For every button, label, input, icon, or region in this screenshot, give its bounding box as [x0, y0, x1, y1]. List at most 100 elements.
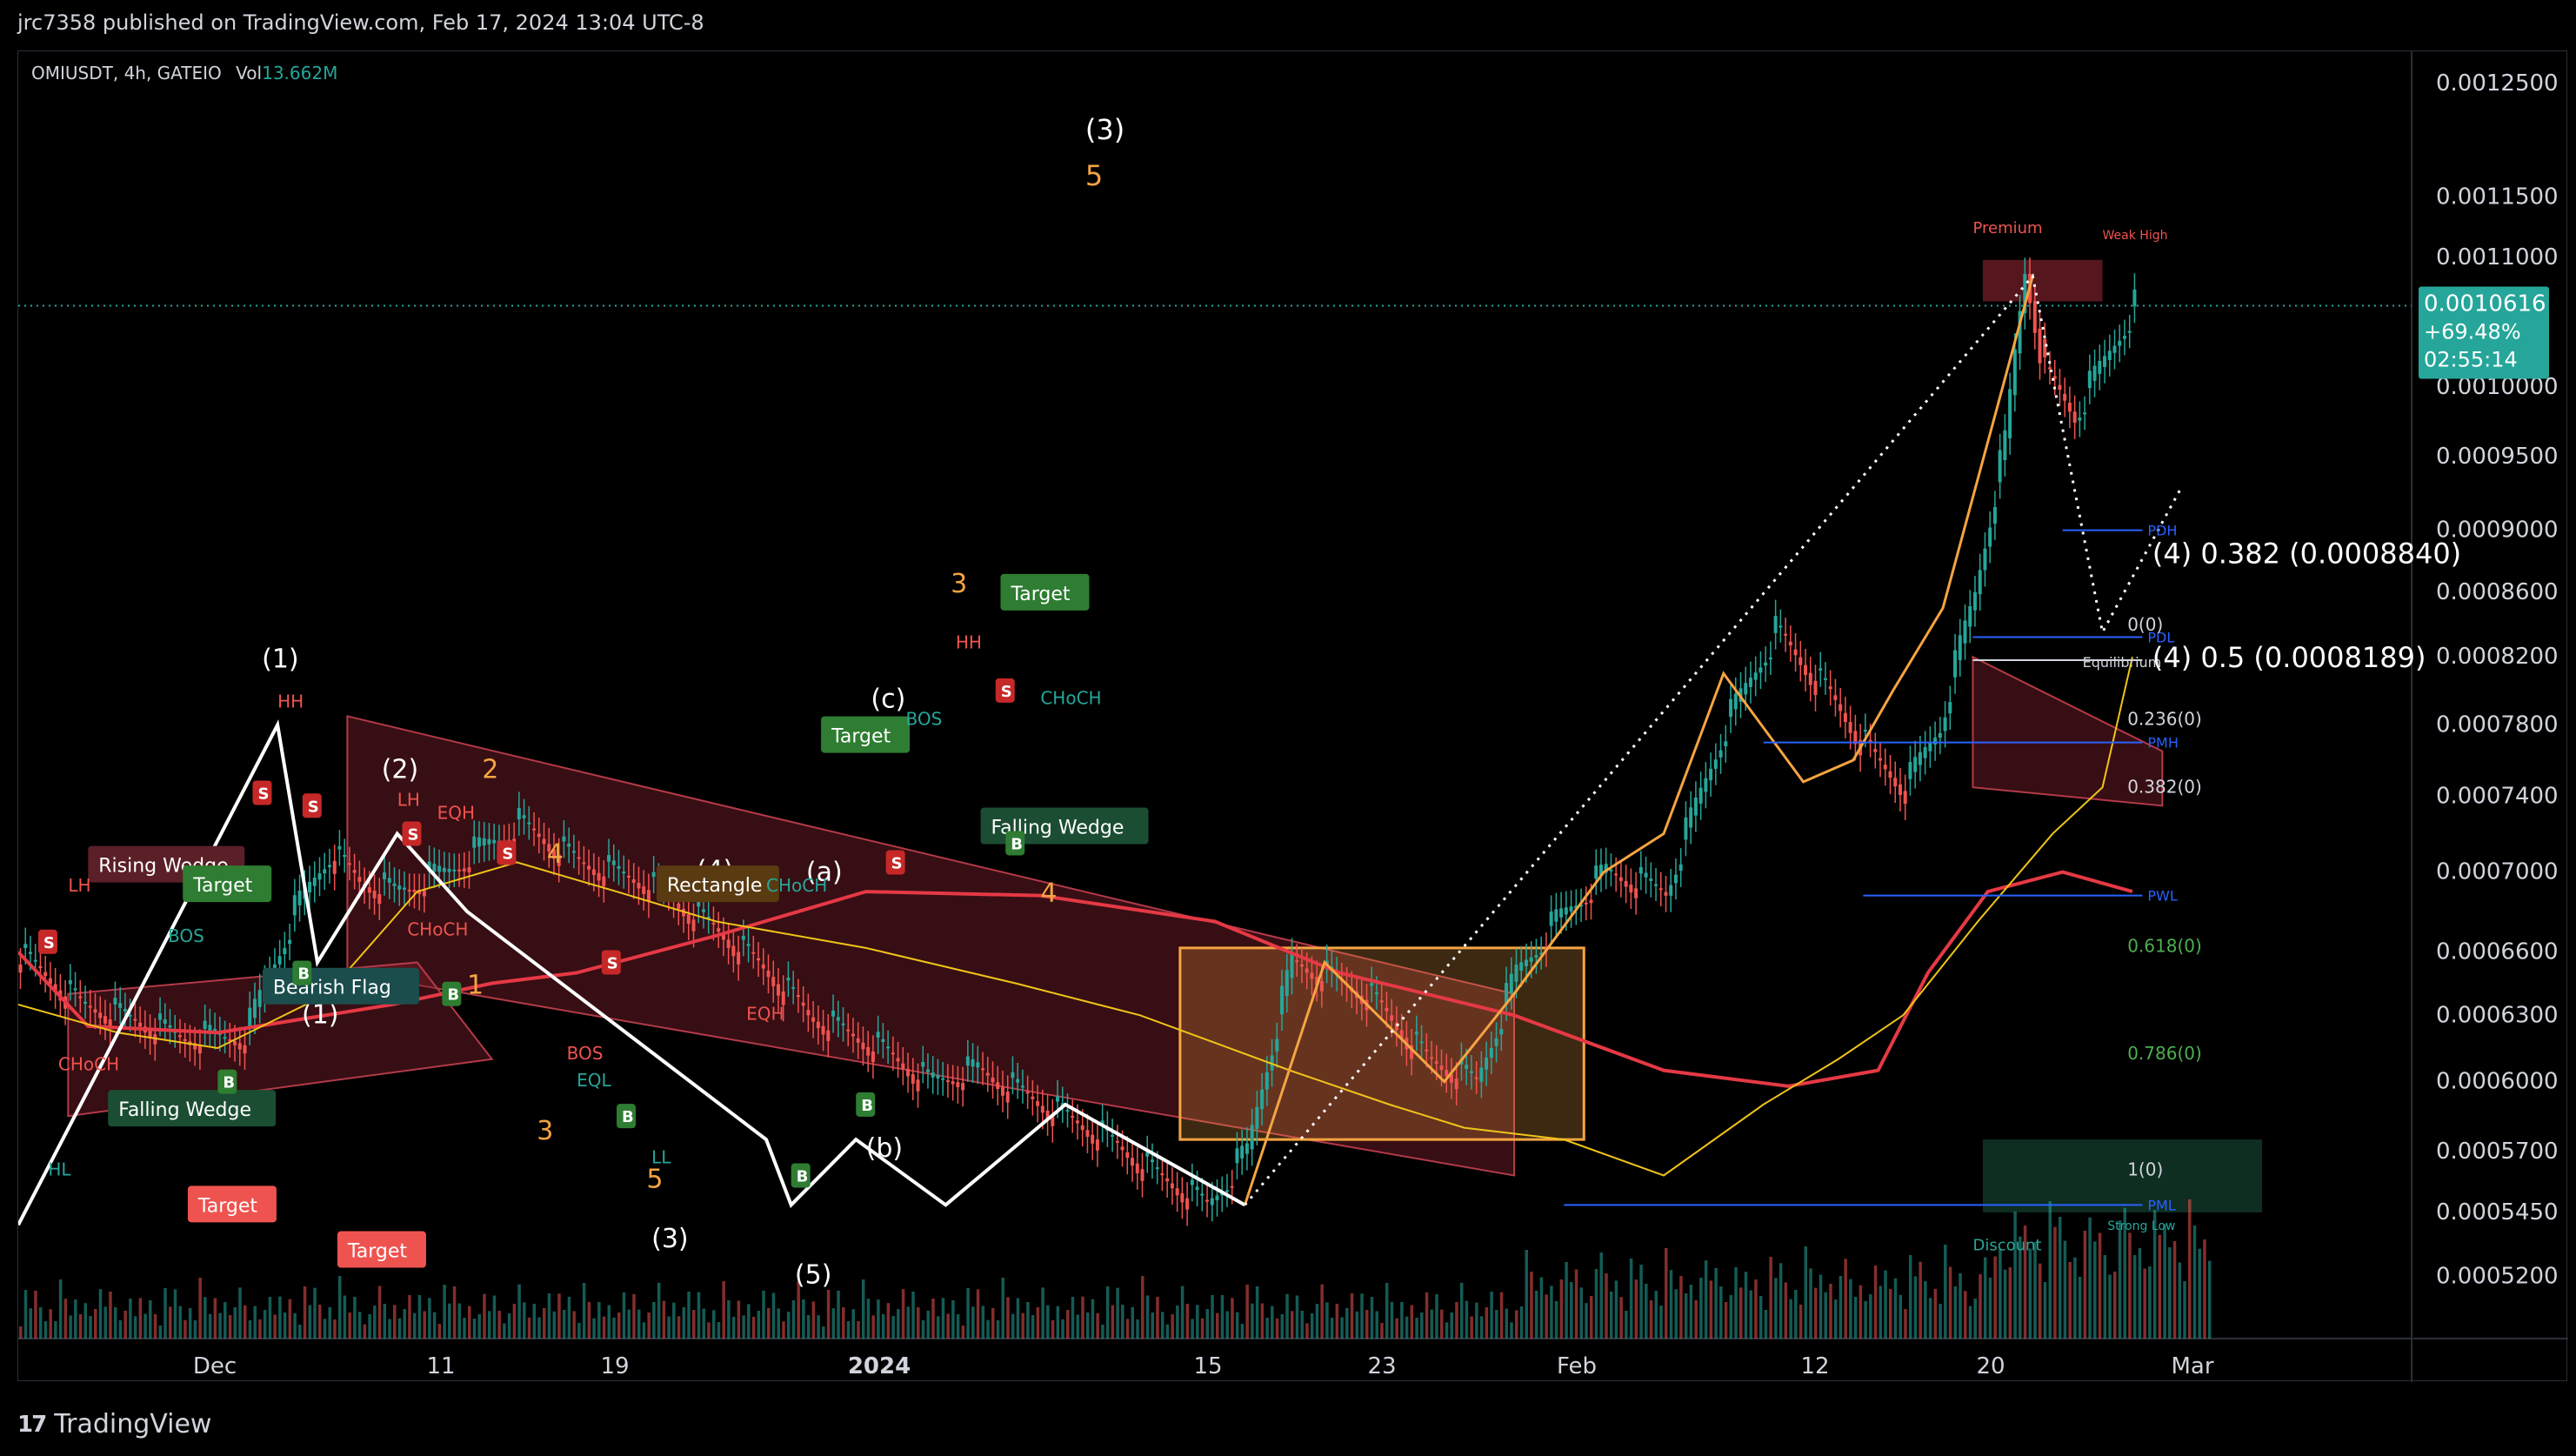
volume-bar [1081, 1296, 1084, 1339]
candle-body [103, 1016, 107, 1024]
candle-body [2038, 328, 2042, 364]
candle-body [1065, 1109, 1070, 1112]
sell-marker [995, 678, 1015, 703]
pwl-label: PWL [2147, 888, 2177, 905]
volume-bar [263, 1310, 267, 1339]
candle-body [871, 1051, 875, 1063]
candle-body [1893, 778, 1898, 787]
volume-bar [1245, 1285, 1249, 1339]
volume-bar [58, 1279, 63, 1339]
volume-bar [537, 1317, 541, 1339]
volume-bar [348, 1312, 351, 1339]
volume-bar [2053, 1226, 2057, 1339]
sell-marker-label: S [257, 785, 269, 803]
volume-bar [1799, 1305, 1803, 1339]
candle-body [387, 878, 391, 883]
candle-body [472, 836, 477, 848]
candle-body [1275, 1039, 1279, 1052]
candle-body [1833, 695, 1838, 700]
wave-label-1: (1) [262, 644, 299, 674]
volume-bar [1789, 1299, 1792, 1339]
chart-area[interactable]: 0.0012500 0.0011500 0.0011000 0.0010000 0.00… [17, 50, 2568, 1382]
volume-bar [49, 1309, 52, 1339]
volume-bar [652, 1302, 656, 1339]
volume-bar [2178, 1262, 2182, 1339]
volume-bar [503, 1323, 506, 1339]
candle-body [1868, 739, 1872, 742]
volume-bar [1320, 1284, 1324, 1339]
candle-body [283, 947, 287, 954]
volume-bar [283, 1312, 287, 1339]
candle-body [1200, 1193, 1205, 1196]
candle-body [407, 889, 411, 892]
target-label-box [1000, 573, 1090, 611]
volume-bar [1445, 1322, 1449, 1339]
wave-label-c: (c) [871, 684, 905, 714]
candle-body [1210, 1198, 1214, 1206]
y-tick-label: 0.0006300 [2436, 1002, 2559, 1028]
volume-bar [388, 1319, 391, 1339]
volume-bar [1849, 1279, 1852, 1339]
volume-bar [1525, 1250, 1528, 1339]
buy-marker-label: B [447, 986, 459, 1005]
volume-bar [228, 1315, 232, 1339]
volume-bar [383, 1304, 387, 1339]
volume-bar [577, 1323, 581, 1339]
volume-bar [69, 1315, 72, 1339]
candle-body [1604, 864, 1608, 873]
volume-bar [687, 1292, 691, 1339]
candle-body [2008, 389, 2012, 438]
volume-bar [1983, 1257, 1987, 1339]
structure-label-bos: BOS [567, 1043, 604, 1064]
candle-body [1285, 970, 1289, 997]
candle-body [1848, 722, 1852, 733]
volume-bar [169, 1306, 172, 1339]
volume-bar [1605, 1273, 1608, 1339]
candle-body [193, 1043, 197, 1050]
volume-bar [1744, 1272, 1748, 1339]
volume-bar [1420, 1312, 1424, 1339]
candle-body [1923, 747, 1927, 758]
x-tick-label: 19 [600, 1353, 629, 1379]
candle-body [876, 1032, 880, 1038]
candle-body [856, 1038, 860, 1043]
candle-body [597, 872, 601, 881]
candle-body [1704, 778, 1708, 792]
candle-body [48, 978, 52, 985]
candle-body [617, 865, 621, 869]
volume-bar [428, 1298, 431, 1339]
wave-label-minor-3b: 3 [951, 569, 967, 599]
volume-bar [1714, 1268, 1718, 1339]
candle-body [462, 868, 466, 872]
candle-body [757, 958, 761, 961]
volume-bar [1380, 1323, 1384, 1339]
volume-bar [2103, 1255, 2107, 1339]
volume-bar [1470, 1316, 1473, 1339]
volume-bar [886, 1303, 891, 1339]
candle-body [591, 869, 596, 875]
candle-body [1051, 1115, 1055, 1126]
candle-body [1379, 1000, 1384, 1003]
volume-bar [1300, 1311, 1304, 1339]
candle-body [587, 865, 591, 870]
fib-target-0382: (4) 0.382 (0.0008840) [2152, 538, 2461, 571]
candle-body [1195, 1186, 1199, 1191]
candle-body [1485, 1058, 1489, 1070]
falling-wedge-label: Falling Wedge [118, 1099, 251, 1121]
x-tick-label: 20 [1976, 1353, 2005, 1379]
volume-bar [677, 1316, 681, 1339]
candle-body [2063, 393, 2067, 401]
volume-bar [343, 1295, 347, 1339]
candle-body [537, 833, 541, 838]
volume-bar [1550, 1286, 1553, 1339]
candle-body [1150, 1159, 1154, 1163]
volume-bar [782, 1321, 785, 1339]
volume-bar [38, 1307, 43, 1339]
candle-body [562, 836, 566, 842]
candle-body [1115, 1140, 1119, 1143]
price-chart[interactable]: 0.00125000.00115000.00110000.00100000.00… [18, 51, 2568, 1382]
candle-body [691, 919, 696, 932]
candle-body [646, 890, 651, 902]
volume-bar [133, 1316, 137, 1339]
volume-bar [802, 1299, 805, 1339]
